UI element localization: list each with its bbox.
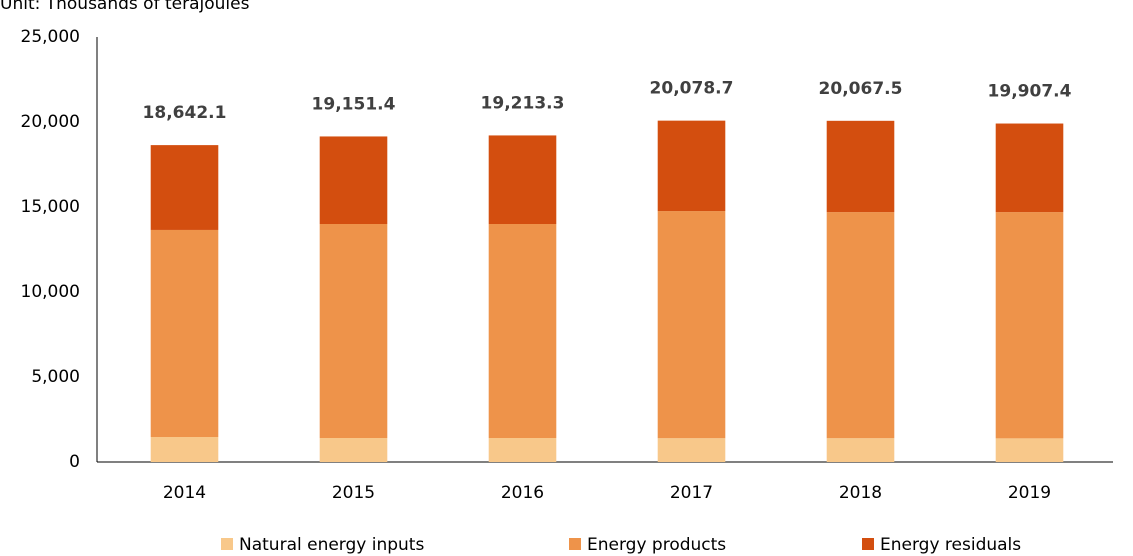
- chart-subtitle: Unit: Thousands of terajoules: [0, 0, 250, 14]
- total-label: 19,151.4: [312, 94, 396, 114]
- y-tick-label: 25,000: [21, 27, 80, 47]
- x-tick-label: 2019: [1008, 483, 1051, 503]
- bar-segment: [995, 438, 1064, 462]
- bar-segment: [995, 123, 1064, 213]
- bar-segment: [826, 120, 895, 213]
- x-tick-label: 2018: [839, 483, 882, 503]
- bar-segment: [319, 438, 388, 462]
- bar-segment: [995, 212, 1064, 439]
- x-tick-label: 2017: [670, 483, 713, 503]
- x-tick-label: 2016: [501, 483, 544, 503]
- bar-segment: [826, 212, 895, 439]
- x-tick-label: 2014: [163, 483, 206, 503]
- total-label: 20,067.5: [819, 79, 903, 99]
- bar-segment: [319, 224, 388, 439]
- total-label: 19,907.4: [988, 82, 1072, 102]
- bar-segment: [657, 120, 726, 212]
- bar-segment: [488, 135, 557, 224]
- bar-segment: [150, 145, 219, 230]
- bar-segment: [488, 438, 557, 462]
- y-tick-label: 0: [69, 452, 80, 472]
- bar-segment: [826, 438, 895, 462]
- legend-label: Natural energy inputs: [239, 535, 424, 555]
- bar-segment: [319, 136, 388, 224]
- y-tick-label: 5,000: [31, 367, 80, 387]
- bar-segment: [488, 224, 557, 439]
- y-tick-label: 20,000: [21, 112, 80, 132]
- total-label: 18,642.1: [143, 103, 227, 123]
- bar-segment: [150, 229, 219, 438]
- y-tick-label: 10,000: [21, 282, 80, 302]
- y-tick-label: 15,000: [21, 197, 80, 217]
- total-label: 19,213.3: [481, 93, 565, 113]
- bar-segment: [150, 437, 219, 462]
- legend-label: Energy products: [587, 535, 726, 555]
- total-label: 20,078.7: [650, 79, 734, 99]
- bar-segment: [657, 211, 726, 439]
- legend-label: Energy residuals: [880, 535, 1021, 555]
- x-tick-label: 2015: [332, 483, 375, 503]
- bar-segment: [657, 438, 726, 462]
- legend-swatch: [862, 538, 874, 550]
- legend-swatch: [221, 538, 233, 550]
- legend-swatch: [569, 538, 581, 550]
